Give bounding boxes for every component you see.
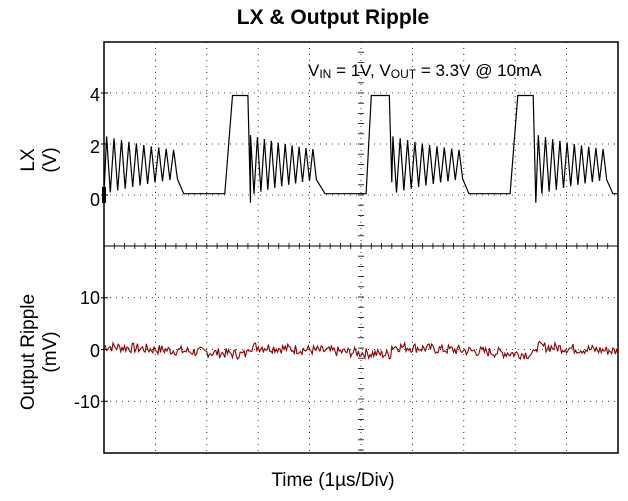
condition-annotation: VIN = 1V, VOUT = 3.3V @ 10mA	[308, 61, 542, 81]
lx-tick-2: 2	[89, 137, 100, 157]
ripple-tick-10: 10	[79, 288, 100, 308]
ripple-tick-minus10: -10	[73, 392, 100, 412]
lx-tick-0: 0	[89, 190, 100, 210]
ripple-series-line	[103, 340, 619, 361]
vout-value: 3.3V	[435, 61, 471, 80]
chart-title: LX & Output Ripple	[236, 6, 430, 29]
lx-ground-marker	[102, 187, 106, 203]
vin-value: 1V	[350, 61, 370, 80]
lx-series-line	[103, 94, 618, 203]
ripple-tick-0: 0	[89, 341, 100, 361]
x-axis-label: Time (1µs/Div)	[271, 470, 395, 491]
load-value: @ 10mA	[475, 61, 542, 80]
lx-tick-4: 4	[89, 85, 100, 105]
